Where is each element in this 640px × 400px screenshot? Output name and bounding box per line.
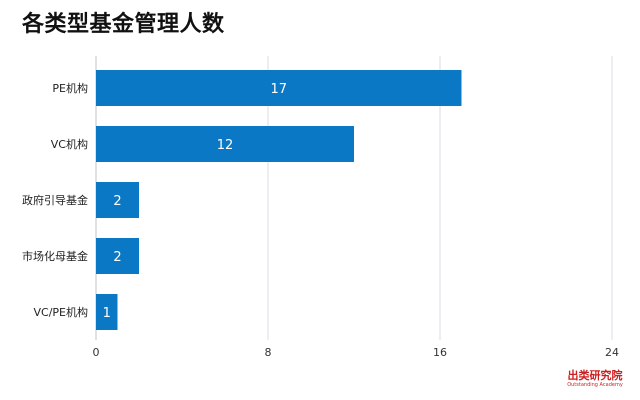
category-label: VC机构: [51, 137, 88, 151]
x-tick-labels: 0 8 16 24: [93, 346, 620, 359]
category-label: 市场化母基金: [22, 249, 88, 263]
category-label: 政府引导基金: [22, 193, 88, 207]
bar-value-label: 1: [103, 306, 111, 321]
category-label: PE机构: [52, 81, 88, 95]
bar-value-label: 2: [113, 250, 121, 265]
x-tick-label: 24: [605, 346, 619, 359]
category-label: VC/PE机构: [34, 305, 89, 319]
x-tick-label: 0: [93, 346, 100, 359]
brand-name: 出类研究院: [560, 370, 630, 382]
brand-subtitle: Outstanding Academy: [560, 382, 630, 389]
brand-logo: 出类研究院 Outstanding Academy: [560, 370, 630, 389]
bar-value-label: 12: [217, 138, 234, 153]
bar-value-label: 17: [270, 82, 287, 97]
bars: 17 12 2 2 1: [96, 70, 462, 330]
x-tick-label: 8: [265, 346, 272, 359]
x-tick-label: 16: [433, 346, 447, 359]
bar-value-label: 2: [113, 194, 121, 209]
